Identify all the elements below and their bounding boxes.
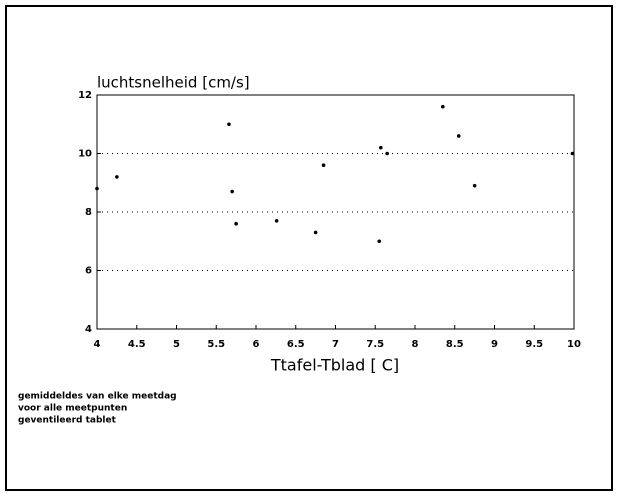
- y-tick-label: 10: [78, 149, 92, 160]
- point: [95, 186, 99, 191]
- x-tick-label: 8.5: [446, 339, 464, 350]
- point: [385, 151, 389, 156]
- point: [227, 122, 231, 127]
- x-axis-label: Ttafel-Tblad [ C]: [270, 356, 399, 375]
- point: [234, 221, 238, 226]
- point: [570, 151, 575, 156]
- point: [379, 145, 383, 150]
- x-tick-label: 6.5: [287, 339, 305, 350]
- note: gemiddeldes van elke meetdag: [18, 392, 177, 402]
- x-tick-label: 8: [412, 339, 419, 350]
- point: [115, 175, 119, 179]
- y-axis-label: luchtsnelheid [cm/s]: [97, 74, 250, 92]
- note: voor alle meetpunten: [18, 404, 127, 414]
- y-tick-label: 8: [85, 207, 92, 218]
- point: [230, 189, 234, 194]
- point: [456, 134, 461, 138]
- x-tick-label: 4: [94, 339, 101, 350]
- point: [321, 163, 326, 167]
- x-tick-label: 9: [491, 339, 498, 350]
- y-tick-label: 6: [85, 266, 92, 277]
- point: [274, 218, 279, 223]
- frame: [5, 5, 613, 491]
- note: geventileerd tablet: [18, 416, 117, 426]
- x-tick-label: 5.5: [207, 339, 225, 350]
- point: [472, 183, 477, 188]
- y-tick-label: 12: [78, 90, 92, 101]
- x-tick-label: 5: [173, 339, 180, 350]
- point: [313, 230, 318, 235]
- x-tick-label: 9.5: [525, 339, 543, 350]
- x-tick-label: 7.5: [366, 339, 384, 350]
- point: [377, 239, 382, 244]
- x-tick-label: 10: [567, 339, 581, 350]
- x-tick-label: 4.5: [128, 339, 146, 350]
- x-tick-label: 7: [332, 339, 339, 350]
- y-tick-label: 4: [85, 324, 92, 335]
- point: [441, 104, 445, 109]
- x-tick-label: 6: [253, 339, 260, 350]
